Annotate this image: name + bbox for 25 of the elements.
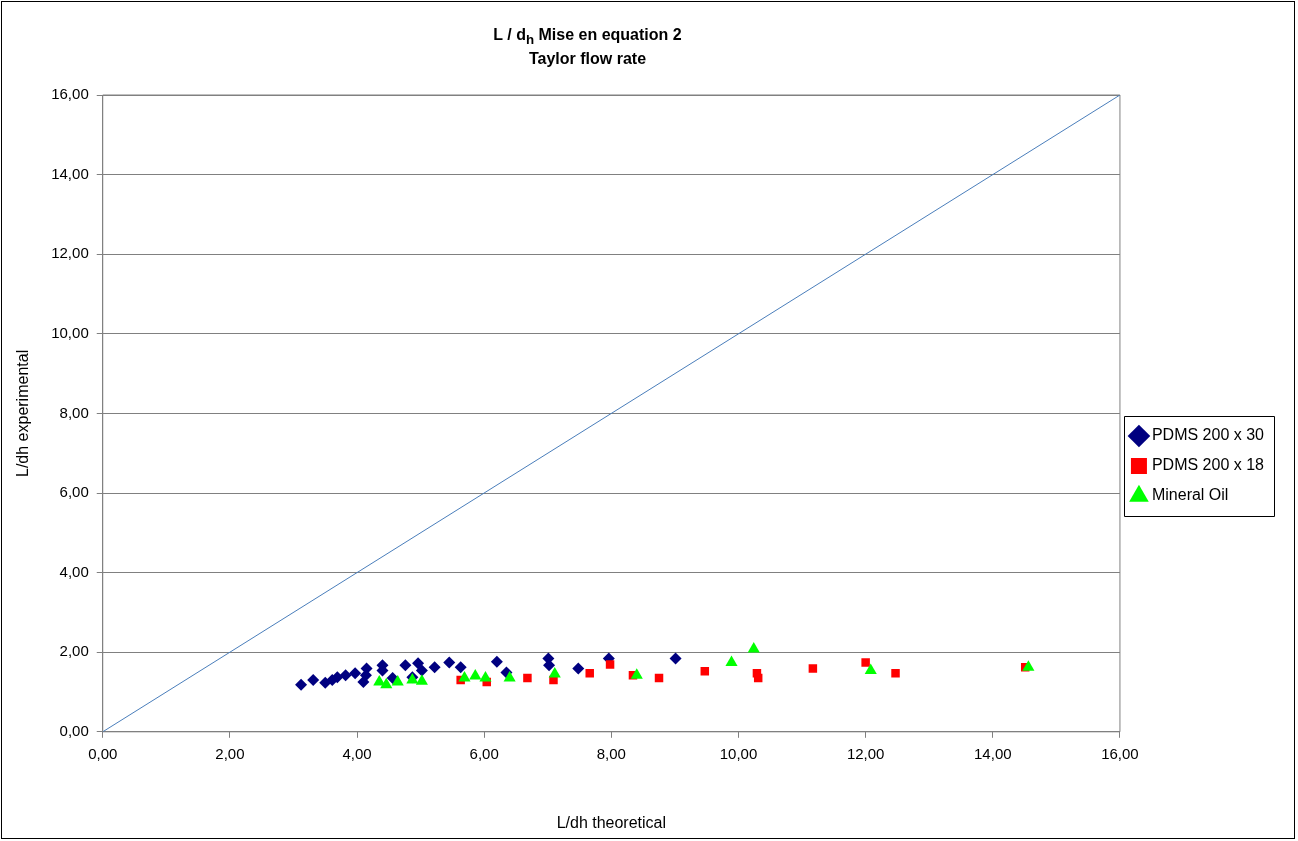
y-tick-label: 8,00	[59, 403, 89, 421]
y-axis-title: L/dh experimental	[14, 349, 32, 477]
x-tick-label: 2,00	[215, 744, 245, 762]
x-tick-label: 0,00	[88, 744, 118, 762]
x-tick-label: 14,00	[974, 744, 1012, 762]
x-tick-label: 6,00	[469, 744, 499, 762]
y-tick-label: 6,00	[59, 483, 89, 501]
chart-title: L / d$_{h}$ Mise en equation 2	[492, 26, 683, 48]
x-tick-label: 10,00	[719, 744, 758, 762]
x-tick-label: 12,00	[846, 744, 885, 762]
legend-label: PDMS 200 x 30	[1151, 426, 1265, 444]
y-tick-label: 4,00	[59, 562, 89, 580]
x-axis-title: L/dh theoretical	[556, 813, 667, 831]
x-tick-label: 16,00	[1101, 744, 1139, 762]
y-tick-label: 14,00	[51, 164, 89, 182]
legend-label: PDMS 200 x 18	[1151, 456, 1265, 474]
y-tick-label: 0,00	[59, 721, 89, 739]
y-tick-label: 12,00	[51, 244, 89, 262]
x-tick-label: 8,00	[596, 744, 626, 762]
x-tick-label: 4,00	[342, 744, 372, 762]
y-tick-label: 10,00	[51, 323, 89, 341]
y-tick-label: 16,00	[51, 85, 89, 103]
y-tick-label: 2,00	[59, 642, 89, 660]
chart-subtitle: Taylor flow rate	[527, 50, 648, 68]
legend-label: Mineral Oil	[1151, 486, 1229, 504]
